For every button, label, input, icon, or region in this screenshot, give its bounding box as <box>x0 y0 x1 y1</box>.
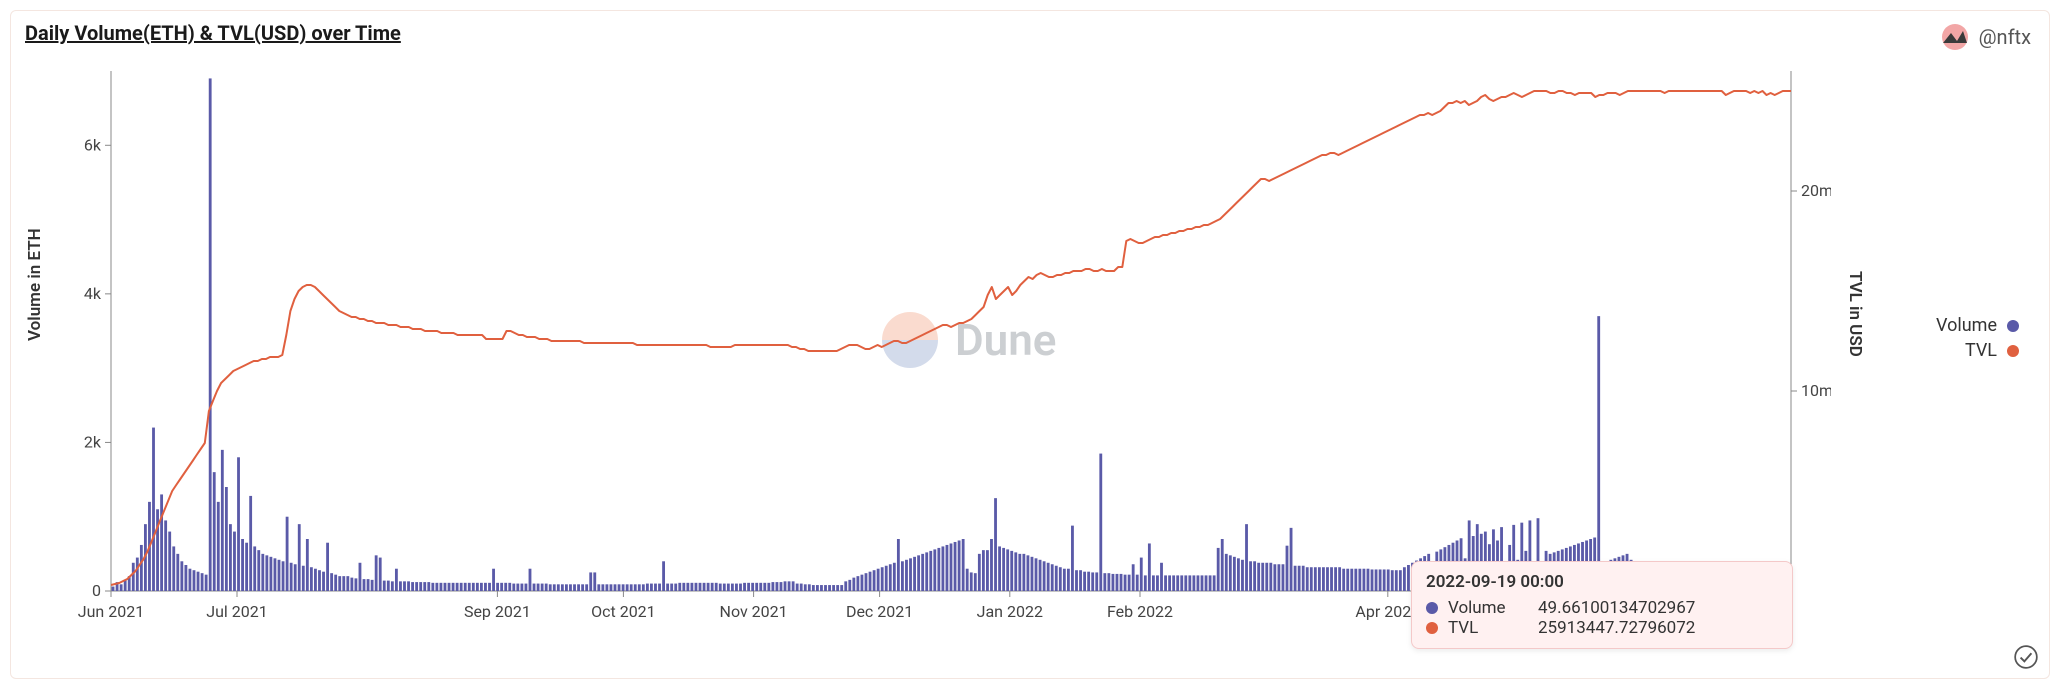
tooltip-value: 25913447.72796072 <box>1538 618 1778 638</box>
svg-text:Jan 2022: Jan 2022 <box>977 602 1043 621</box>
svg-text:2k: 2k <box>84 432 102 451</box>
checkmark-badge-icon[interactable] <box>2013 644 2039 670</box>
tooltip-value: 49.66100134702967 <box>1538 598 1778 618</box>
legend-label: TVL <box>1965 340 1997 361</box>
legend-item[interactable]: TVL <box>1936 340 2019 361</box>
legend-dot-icon <box>2007 345 2019 357</box>
tooltip-dot-icon <box>1426 602 1438 614</box>
chart-card: Daily Volume(ETH) & TVL(USD) over Time @… <box>10 10 2050 679</box>
legend: Volume TVL <box>1936 311 2019 365</box>
tooltip-row: Volume 49.66100134702967 <box>1426 598 1778 618</box>
tooltip-dot-icon <box>1426 622 1438 634</box>
y-left-axis-label: Volume in ETH <box>25 228 45 341</box>
chart-title-link[interactable]: Daily Volume(ETH) & TVL(USD) over Time <box>25 21 401 45</box>
tooltip-row: TVL 25913447.72796072 <box>1426 618 1778 638</box>
legend-dot-icon <box>2007 320 2019 332</box>
tooltip-label: TVL <box>1448 618 1528 638</box>
author-avatar-icon <box>1941 23 1969 51</box>
svg-text:4k: 4k <box>84 284 102 303</box>
svg-text:Oct 2021: Oct 2021 <box>591 602 656 621</box>
svg-text:20m: 20m <box>1801 181 1831 200</box>
svg-text:Jun 2021: Jun 2021 <box>78 602 144 621</box>
y-right-axis-label: TVL in USD <box>1845 271 1865 357</box>
tooltip-title: 2022-09-19 00:00 <box>1426 572 1778 592</box>
tooltip-label: Volume <box>1448 598 1528 618</box>
hover-tooltip: 2022-09-19 00:00 Volume 49.6610013470296… <box>1411 561 1793 649</box>
svg-text:Sep 2021: Sep 2021 <box>464 602 531 621</box>
legend-label: Volume <box>1936 315 1997 336</box>
legend-item[interactable]: Volume <box>1936 315 2019 336</box>
svg-text:6k: 6k <box>84 135 102 154</box>
svg-text:Dec 2021: Dec 2021 <box>846 602 913 621</box>
svg-text:Jul 2021: Jul 2021 <box>206 602 267 621</box>
svg-text:Feb 2022: Feb 2022 <box>1107 602 1173 621</box>
chart-plot[interactable]: 0 2k 4k 6k 10m 20m Jun 2021 Jul 2021 Sep 2021 Oct… <box>51 61 1831 631</box>
author-handle-text: @nftx <box>1979 25 2031 49</box>
svg-text:0: 0 <box>92 581 101 600</box>
author-handle[interactable]: @nftx <box>1941 23 2031 51</box>
svg-text:10m: 10m <box>1801 381 1831 400</box>
svg-text:Nov 2021: Nov 2021 <box>720 602 788 621</box>
